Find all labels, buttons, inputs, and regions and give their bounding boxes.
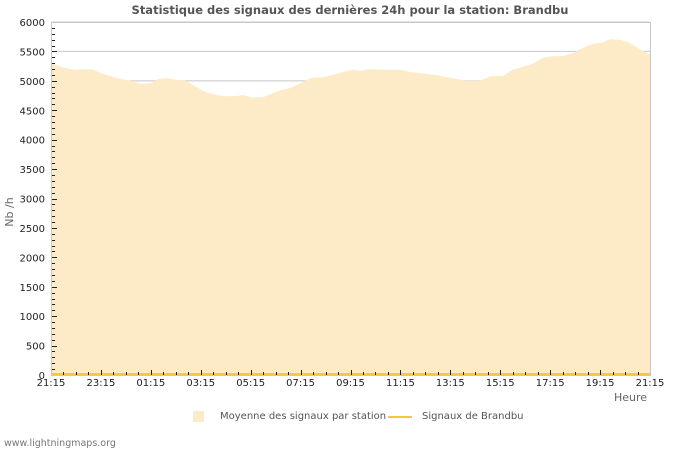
y-tick-label: 3000 bbox=[20, 195, 45, 206]
site-credit: www.lightningmaps.org bbox=[4, 438, 116, 449]
y-tick-label: 5000 bbox=[20, 77, 45, 88]
average-area bbox=[51, 39, 650, 375]
x-axis-labels: 21:15 23:15 01:15 03:15 05:15 07:15 09:15 11:15… bbox=[37, 378, 665, 389]
plot-frame bbox=[51, 22, 651, 376]
x-tick-label: 23:15 bbox=[87, 378, 116, 389]
y-tick-label: 5500 bbox=[20, 47, 45, 58]
legend: Moyenne des signaux par station Signaux … bbox=[0, 411, 700, 427]
y-tick-label: 3500 bbox=[20, 165, 45, 176]
x-tick-label: 11:15 bbox=[386, 378, 415, 389]
y-tick-label: 1000 bbox=[20, 312, 45, 323]
x-tick-label: 01:15 bbox=[136, 378, 165, 389]
y-tick-label: 6000 bbox=[20, 18, 45, 29]
chart-title: Statistique des signaux des dernières 24… bbox=[131, 3, 569, 17]
y-tick-label: 500 bbox=[26, 342, 45, 353]
x-tick-label: 07:15 bbox=[286, 378, 315, 389]
x-tick-label: 17:15 bbox=[536, 378, 565, 389]
legend-label: Signaux de Brandbu bbox=[422, 411, 524, 422]
x-axis-title: Heure bbox=[614, 391, 647, 404]
area-swatch-icon bbox=[193, 411, 204, 422]
y-axis-title: Nb /h bbox=[3, 197, 16, 226]
y-tick-label: 4500 bbox=[20, 106, 45, 117]
y-tick-label: 4000 bbox=[20, 136, 45, 147]
x-tick-label: 15:15 bbox=[486, 378, 515, 389]
x-tick-label: 21:15 bbox=[37, 378, 66, 389]
x-tick-label: 13:15 bbox=[436, 378, 465, 389]
x-tick-label: 05:15 bbox=[236, 378, 265, 389]
y-tick-label: 2000 bbox=[20, 253, 45, 264]
legend-label: Moyenne des signaux par station bbox=[220, 411, 387, 422]
line-swatch-icon bbox=[388, 415, 412, 418]
y-tick-label: 0 bbox=[39, 371, 45, 382]
legend-item-station[interactable]: Signaux de Brandbu bbox=[388, 411, 524, 422]
y-axis-labels: 0 500 1000 1500 2000 2500 3000 3500 4000 4500 5000… bbox=[20, 18, 45, 382]
x-tick-label: 03:15 bbox=[186, 378, 215, 389]
axis-ticks bbox=[51, 22, 651, 376]
legend-item-average[interactable]: Moyenne des signaux par station bbox=[193, 411, 386, 422]
x-tick-label: 09:15 bbox=[336, 378, 365, 389]
x-tick-label: 19:15 bbox=[586, 378, 615, 389]
y-tick-label: 1500 bbox=[20, 283, 45, 294]
y-tick-label: 2500 bbox=[20, 224, 45, 235]
x-tick-label: 21:15 bbox=[636, 378, 665, 389]
